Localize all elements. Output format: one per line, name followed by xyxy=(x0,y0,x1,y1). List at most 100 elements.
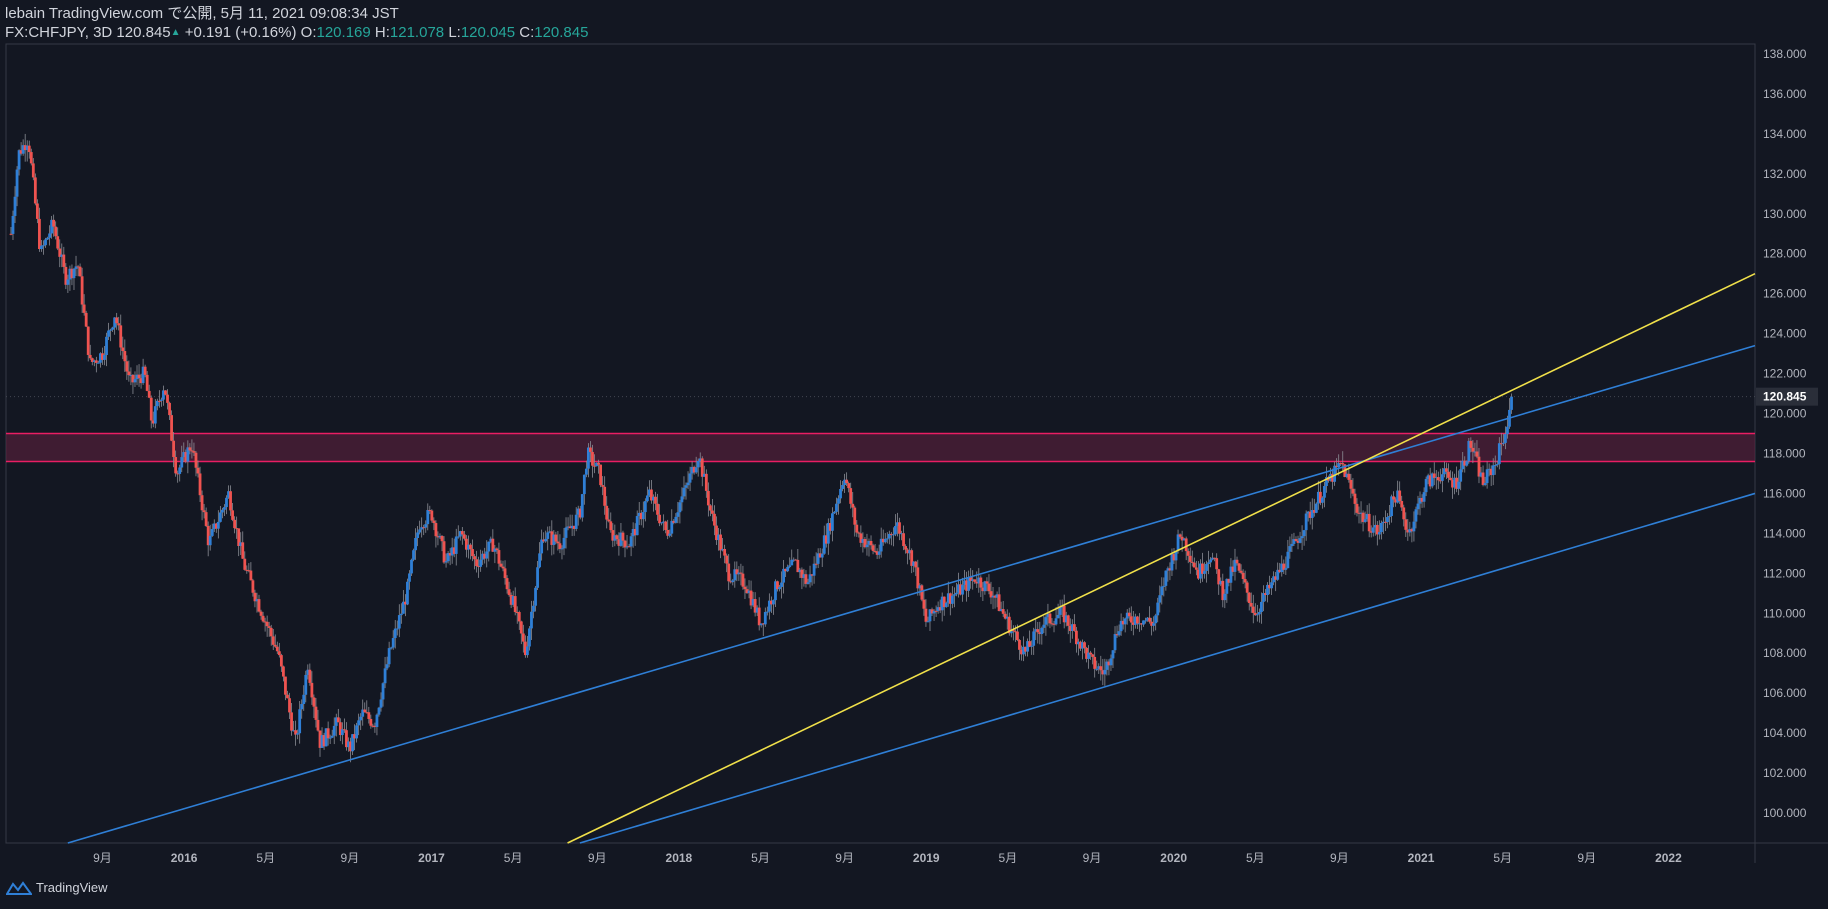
candle-body xyxy=(66,279,70,285)
candle-body xyxy=(1237,563,1241,571)
candle-body xyxy=(950,595,954,604)
candle-body xyxy=(178,467,182,474)
candle-body xyxy=(538,553,542,568)
candle-body xyxy=(1504,434,1507,443)
candle-body xyxy=(902,533,905,547)
candle-body xyxy=(627,546,631,548)
candle-body xyxy=(1062,605,1066,623)
candle-body xyxy=(1058,607,1062,615)
candle-body xyxy=(1414,509,1418,522)
candle-body xyxy=(1172,554,1176,561)
candle-body xyxy=(916,567,920,589)
candle-body xyxy=(1406,529,1410,533)
candle-body xyxy=(21,145,25,154)
candle-body xyxy=(853,507,857,525)
candle-body xyxy=(1103,669,1107,675)
candle-body xyxy=(1111,650,1115,659)
candle-body xyxy=(650,489,653,501)
footer-brand[interactable]: TradingView xyxy=(6,880,108,895)
candle-body xyxy=(1205,563,1208,571)
candle-body xyxy=(35,203,39,219)
time-tick-label: 9月 xyxy=(1577,851,1596,865)
candle-body xyxy=(1038,632,1042,635)
candle-body xyxy=(739,572,743,574)
candle-body xyxy=(806,582,810,584)
candle-body xyxy=(708,505,712,511)
candle-body xyxy=(1457,481,1461,489)
candle-body xyxy=(336,717,340,723)
candle-body xyxy=(680,496,684,503)
candle-body xyxy=(139,378,143,384)
close-value: 120.845 xyxy=(534,24,589,41)
candle-body xyxy=(1133,616,1137,625)
candle-body xyxy=(906,549,910,554)
candle-body xyxy=(432,520,436,524)
candle-body xyxy=(330,735,334,738)
candle-body xyxy=(1201,563,1204,574)
candle-body xyxy=(833,511,836,514)
candle-body xyxy=(1184,538,1188,552)
candle-body xyxy=(578,508,582,518)
candle-body xyxy=(257,599,261,612)
candle-body xyxy=(223,507,226,510)
candle-body xyxy=(784,568,788,572)
candle-body xyxy=(27,145,31,153)
candle-body xyxy=(284,676,287,695)
candle-body xyxy=(491,538,495,552)
time-tick-label: 2020 xyxy=(1160,851,1187,865)
trendline-3[interactable] xyxy=(567,272,1756,844)
candle-body xyxy=(910,550,914,566)
candle-body xyxy=(1359,512,1363,514)
candle-body xyxy=(221,509,224,513)
candle-body xyxy=(1235,559,1239,564)
candle-body xyxy=(1034,629,1038,632)
candle-body xyxy=(373,725,377,728)
candle-body xyxy=(828,523,832,531)
candle-body xyxy=(176,473,180,475)
candle-body xyxy=(1119,620,1123,632)
candle-body xyxy=(1477,456,1481,477)
candle-body xyxy=(1337,463,1341,468)
candle-body xyxy=(290,712,293,731)
candle-body xyxy=(345,730,348,748)
candle-body xyxy=(871,545,875,551)
time-tick-label: 5月 xyxy=(256,851,275,865)
trendline-1[interactable] xyxy=(67,344,1756,844)
candle-body xyxy=(204,512,208,526)
candle-body xyxy=(904,546,907,550)
candle-body xyxy=(599,464,603,486)
candle-body xyxy=(572,525,576,529)
candle-body xyxy=(487,541,491,552)
candle-body xyxy=(115,317,119,324)
candle-body xyxy=(1093,656,1097,669)
candle-body xyxy=(1005,616,1009,619)
candle-body xyxy=(1469,440,1473,448)
candle-body xyxy=(1443,468,1446,475)
candle-body xyxy=(765,611,769,613)
candle-body xyxy=(1294,539,1298,541)
candle-body xyxy=(499,563,503,567)
candle-body xyxy=(1036,629,1040,633)
candle-body xyxy=(200,495,204,511)
candle-body xyxy=(1001,609,1005,614)
candle-body xyxy=(674,516,678,523)
candle-body xyxy=(1229,566,1233,583)
candle-body xyxy=(1363,519,1367,522)
candle-body xyxy=(1282,563,1286,570)
candle-body xyxy=(1121,620,1125,625)
candle-body xyxy=(1357,512,1361,514)
candle-body xyxy=(493,548,497,552)
candle-body xyxy=(202,510,206,513)
candle-body xyxy=(271,636,275,645)
candle-body xyxy=(1050,623,1054,625)
candle-body xyxy=(395,628,399,630)
candle-body xyxy=(702,473,706,477)
chart-header: lebain TradingView.com で公開, 5月 11, 2021 … xyxy=(5,5,588,42)
candle-body xyxy=(397,615,401,629)
candle-body xyxy=(1022,646,1025,655)
trendline-2[interactable] xyxy=(579,492,1756,844)
candle-body xyxy=(997,594,1001,612)
candle-body xyxy=(192,451,196,453)
candle-body xyxy=(1123,618,1127,625)
